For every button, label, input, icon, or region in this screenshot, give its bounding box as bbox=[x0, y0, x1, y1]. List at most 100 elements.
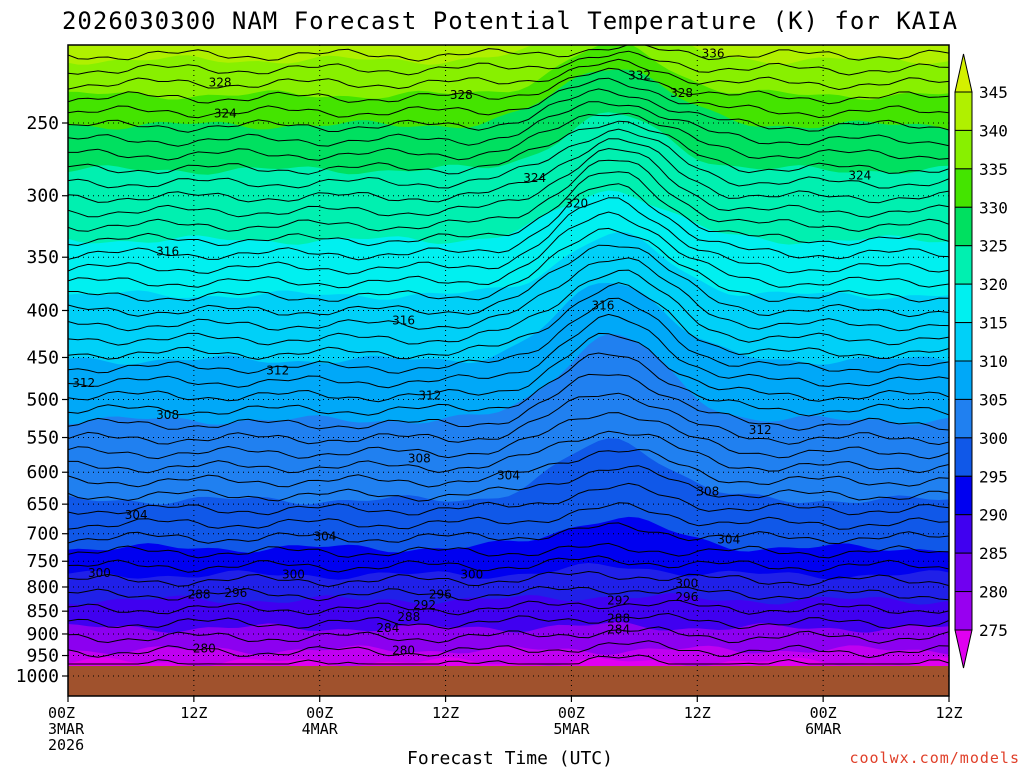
x-tick-label: 00Z bbox=[306, 704, 333, 722]
contour-line bbox=[68, 482, 949, 516]
colorbar-segment bbox=[954, 322, 973, 362]
colorbar: 345 340 335 330 325 320 315 310 305 300 295 290 285 2… bbox=[954, 53, 1008, 669]
contour-line bbox=[68, 640, 949, 659]
contour-line bbox=[68, 412, 949, 460]
contour-line bbox=[68, 197, 949, 275]
colorbar-label: 275 bbox=[979, 621, 1008, 640]
contour-label: 284 bbox=[376, 621, 399, 635]
x-tick-label: 00Z bbox=[810, 704, 837, 722]
contour-line bbox=[68, 269, 949, 346]
colorbar-label: 315 bbox=[979, 314, 1008, 333]
credit-text: coolwx.com/models bbox=[849, 749, 1020, 767]
contour-label: 304 bbox=[497, 469, 520, 483]
y-tick-label: 600 bbox=[26, 462, 59, 483]
y-tick-label: 950 bbox=[26, 646, 59, 667]
colorbar-segment bbox=[954, 168, 973, 208]
contour-line bbox=[68, 392, 949, 446]
contour-label: 280 bbox=[392, 643, 415, 657]
contour-label: 288 bbox=[188, 587, 211, 601]
colorbar-top-arrow bbox=[954, 53, 973, 93]
contour-label: 328 bbox=[450, 88, 473, 102]
colorbar-label: 320 bbox=[979, 275, 1008, 294]
contour-labels: 336 332 328 328 328 324 324 324 320 316 316 316 312 3… bbox=[72, 46, 871, 657]
contour-line bbox=[68, 332, 949, 403]
y-tick-label: 350 bbox=[26, 247, 59, 268]
contour-lines bbox=[68, 45, 949, 665]
contour-line bbox=[68, 522, 949, 545]
contour-line bbox=[68, 244, 949, 318]
y-tick-label: 450 bbox=[26, 347, 59, 368]
y-tick-label: 1000 bbox=[16, 666, 59, 687]
chart-title: 2026030300 NAM Forecast Potential Temper… bbox=[62, 7, 958, 35]
colorbar-label: 345 bbox=[979, 83, 1008, 102]
contour-label: 296 bbox=[675, 590, 698, 604]
colorbar-segment bbox=[954, 91, 973, 131]
y-tick-label: 550 bbox=[26, 428, 59, 449]
contour-line bbox=[68, 570, 949, 588]
contour-label: 300 bbox=[88, 566, 111, 580]
contour-label: 308 bbox=[696, 485, 719, 499]
contour-line bbox=[68, 50, 949, 76]
y-tick-label: 250 bbox=[26, 113, 59, 134]
contour-label: 300 bbox=[675, 576, 698, 590]
contour-line bbox=[68, 159, 949, 232]
x-tick-label: 6MAR bbox=[805, 720, 842, 738]
contour-line bbox=[68, 585, 949, 602]
y-tick-label: 500 bbox=[26, 390, 59, 411]
contour-line bbox=[68, 120, 949, 175]
contour-line bbox=[68, 183, 949, 261]
contour-line bbox=[68, 67, 949, 105]
contour-label: 284 bbox=[607, 623, 630, 637]
colorbar-label: 290 bbox=[979, 506, 1008, 525]
colorbar-label: 305 bbox=[979, 390, 1008, 409]
contour-label: 312 bbox=[266, 364, 289, 378]
contour-line bbox=[68, 502, 949, 530]
y-axis: 2503003504004505005506006507007508008509… bbox=[16, 113, 68, 687]
contour-label: 300 bbox=[282, 567, 305, 581]
x-tick-label: 3MAR bbox=[48, 720, 85, 738]
x-tick-label: 12Z bbox=[180, 704, 207, 722]
colorbar-label: 330 bbox=[979, 198, 1008, 217]
contour-line bbox=[68, 227, 949, 303]
contour-line bbox=[68, 430, 949, 474]
colorbar-segment bbox=[954, 360, 973, 400]
colorbar-label: 325 bbox=[979, 237, 1008, 256]
contour-label: 308 bbox=[408, 452, 431, 466]
y-tick-label: 300 bbox=[26, 186, 59, 207]
contour-label: 324 bbox=[848, 168, 871, 182]
contour-line bbox=[68, 612, 949, 630]
colorbar-segment bbox=[954, 514, 973, 554]
x-tick-label: 12Z bbox=[432, 704, 459, 722]
contour-line bbox=[68, 77, 949, 119]
contour-label: 292 bbox=[413, 598, 436, 612]
y-tick-label: 400 bbox=[26, 300, 59, 321]
x-tick-label: 00Z bbox=[558, 704, 585, 722]
y-tick-label: 850 bbox=[26, 601, 59, 622]
x-tick-label: 5MAR bbox=[553, 720, 590, 738]
y-tick-label: 900 bbox=[26, 624, 59, 645]
colorbar-label: 295 bbox=[979, 467, 1008, 486]
contour-label: 304 bbox=[125, 508, 148, 522]
contour-line bbox=[68, 448, 949, 488]
contour-label: 328 bbox=[670, 86, 693, 100]
colorbar-label: 310 bbox=[979, 352, 1008, 371]
contour-label: 288 bbox=[607, 612, 630, 626]
x-axis-label: Forecast Time (UTC) bbox=[407, 748, 613, 768]
contour-line bbox=[68, 465, 949, 502]
contour-label: 304 bbox=[314, 530, 337, 544]
contour-line bbox=[68, 654, 949, 665]
contour-line bbox=[68, 138, 949, 204]
contour-line bbox=[68, 352, 949, 417]
colorbar-segment bbox=[954, 591, 973, 631]
contour-label: 288 bbox=[397, 610, 420, 624]
contour-line bbox=[68, 257, 949, 332]
colorbar-segment bbox=[954, 129, 973, 170]
contour-label: 316 bbox=[156, 244, 179, 258]
contour-label: 336 bbox=[702, 46, 725, 60]
colorbar-segment bbox=[954, 283, 973, 324]
colorbar-label: 340 bbox=[979, 121, 1008, 140]
contour-label: 332 bbox=[628, 69, 651, 83]
contour-line bbox=[68, 112, 949, 161]
x-tick-label: 12Z bbox=[935, 704, 962, 722]
